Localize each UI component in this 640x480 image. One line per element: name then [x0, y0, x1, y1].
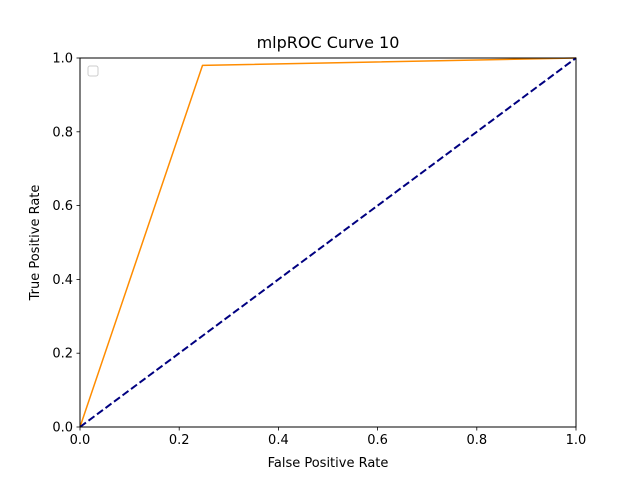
x-tick-label: 0.8 — [466, 433, 487, 448]
series-layer — [79, 57, 577, 428]
y-tick-label: 0.2 — [52, 347, 73, 362]
x-tick-label: 0.6 — [367, 433, 388, 448]
x-tick-label: 0.4 — [268, 433, 289, 448]
x-axis: 0.0 0.2 0.4 0.6 0.8 1.0 — [70, 427, 587, 448]
x-tick-label: 0.0 — [70, 433, 91, 448]
legend-box — [87, 65, 99, 77]
series-line-2-diagonal — [79, 57, 577, 428]
y-tick-label: 1.0 — [52, 52, 73, 67]
chart-title: mlpROC Curve 10 — [257, 33, 400, 52]
x-tick-label: 1.0 — [566, 433, 587, 448]
series-line-1-roc — [79, 57, 577, 428]
y-tick-label: 0.0 — [52, 421, 73, 436]
y-tick-label: 0.6 — [52, 199, 73, 214]
x-axis-label: False Positive Rate — [268, 456, 389, 471]
y-axis: 0.0 0.2 0.4 0.6 0.8 1.0 — [52, 52, 80, 436]
plot-frame — [79, 57, 577, 428]
y-tick-label: 0.4 — [52, 273, 73, 288]
y-tick-label: 0.8 — [52, 125, 73, 140]
y-axis-label: True Positive Rate — [28, 185, 43, 302]
x-tick-label: 0.2 — [169, 433, 190, 448]
legend — [87, 65, 99, 77]
plot-area — [79, 57, 577, 428]
